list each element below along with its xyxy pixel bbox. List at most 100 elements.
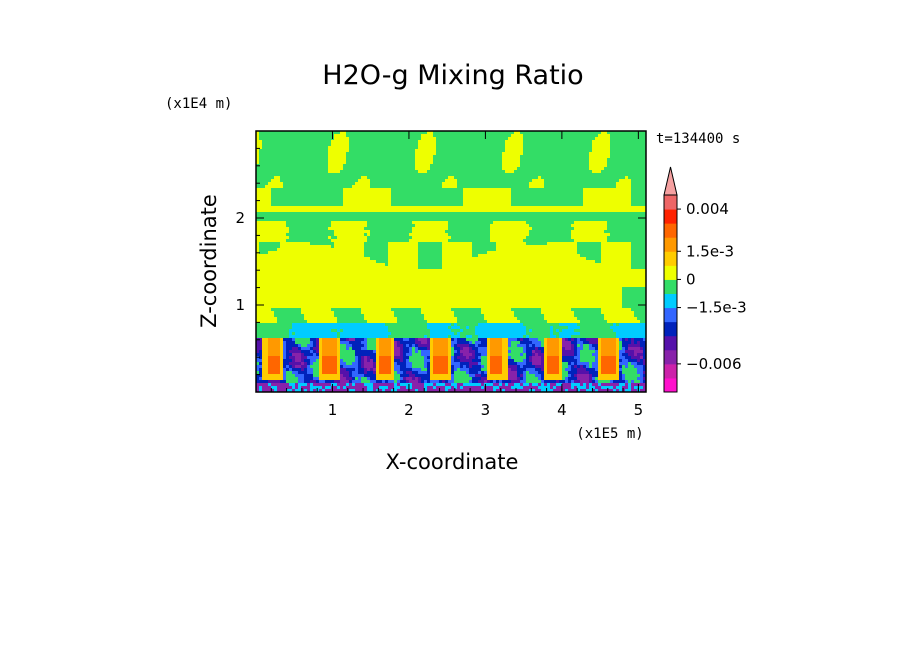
field-cell bbox=[397, 146, 401, 150]
field-cell bbox=[391, 194, 395, 198]
field-cell bbox=[289, 320, 293, 324]
field-cell bbox=[409, 203, 413, 207]
field-cell bbox=[388, 347, 392, 351]
field-cell bbox=[382, 242, 386, 246]
field-cell bbox=[382, 158, 386, 162]
field-cell bbox=[418, 164, 422, 168]
field-cell bbox=[277, 206, 281, 210]
field-cell bbox=[307, 299, 311, 303]
field-cell bbox=[301, 245, 305, 249]
field-cell bbox=[286, 224, 290, 228]
field-cell bbox=[304, 155, 308, 159]
field-cell bbox=[343, 350, 347, 354]
field-cell bbox=[391, 371, 395, 375]
field-cell bbox=[310, 191, 314, 195]
field-cell bbox=[340, 296, 344, 300]
field-cell bbox=[322, 152, 326, 156]
field-cell bbox=[367, 314, 371, 318]
field-cell bbox=[367, 239, 371, 243]
field-cell bbox=[355, 242, 359, 246]
field-cell bbox=[319, 344, 323, 348]
field-cell bbox=[376, 236, 380, 240]
field-cell bbox=[358, 353, 362, 357]
field-cell bbox=[415, 362, 419, 366]
field-cell bbox=[307, 227, 311, 231]
field-cell bbox=[361, 353, 365, 357]
field-cell bbox=[373, 344, 377, 348]
field-cell bbox=[325, 224, 329, 228]
field-cell bbox=[319, 314, 323, 318]
field-cell bbox=[355, 359, 359, 363]
field-cell bbox=[385, 143, 389, 147]
field-cell bbox=[280, 269, 284, 273]
field-cell bbox=[412, 254, 416, 258]
field-cell bbox=[343, 167, 347, 171]
field-cell bbox=[283, 353, 287, 357]
field-cell bbox=[277, 269, 281, 273]
field-cell bbox=[334, 308, 338, 312]
field-cell bbox=[364, 287, 368, 291]
field-cell bbox=[343, 194, 347, 198]
field-cell bbox=[373, 212, 377, 216]
field-cell bbox=[376, 233, 380, 237]
field-cell bbox=[364, 200, 368, 204]
field-cell bbox=[334, 323, 338, 327]
field-cell bbox=[346, 314, 350, 318]
field-cell bbox=[352, 305, 356, 309]
field-cell bbox=[337, 290, 341, 294]
field-cell bbox=[352, 236, 356, 240]
field-cell bbox=[334, 353, 338, 357]
field-cell bbox=[391, 281, 395, 285]
field-cell bbox=[274, 293, 278, 297]
field-cell bbox=[406, 149, 410, 153]
field-cell bbox=[286, 275, 290, 279]
field-cell bbox=[337, 341, 341, 345]
field-cell bbox=[295, 308, 299, 312]
field-cell bbox=[331, 347, 335, 351]
field-cell bbox=[361, 197, 365, 201]
field-cell bbox=[397, 320, 401, 324]
field-cell bbox=[310, 341, 314, 345]
field-cell bbox=[367, 344, 371, 348]
field-cell bbox=[283, 131, 287, 135]
field-cell bbox=[295, 149, 299, 153]
field-cell bbox=[274, 263, 278, 267]
field-cell bbox=[394, 383, 398, 387]
field-cell bbox=[271, 137, 275, 141]
field-cell bbox=[412, 221, 416, 225]
field-cell bbox=[382, 368, 386, 372]
field-cell bbox=[307, 383, 311, 387]
field-cell bbox=[397, 305, 401, 309]
field-cell bbox=[418, 326, 422, 330]
field-cell bbox=[361, 200, 365, 204]
field-cell bbox=[394, 374, 398, 378]
field-cell bbox=[262, 320, 266, 324]
field-cell bbox=[295, 323, 299, 327]
field-cell bbox=[418, 254, 422, 258]
field-cell bbox=[409, 188, 413, 192]
field-cell bbox=[424, 332, 428, 336]
field-cell bbox=[328, 326, 332, 330]
field-cell bbox=[364, 377, 368, 381]
field-cell bbox=[343, 254, 347, 258]
field-cell bbox=[256, 329, 260, 333]
field-cell bbox=[427, 185, 431, 189]
field-cell bbox=[331, 287, 335, 291]
field-cell bbox=[280, 356, 284, 360]
field-cell bbox=[310, 320, 314, 324]
field-cell bbox=[424, 374, 428, 378]
field-cell bbox=[424, 320, 428, 324]
field-cell bbox=[289, 281, 293, 285]
field-cell bbox=[379, 314, 383, 318]
field-cell bbox=[304, 383, 308, 387]
field-cell bbox=[310, 203, 314, 207]
field-cell bbox=[295, 245, 299, 249]
field-cell bbox=[397, 152, 401, 156]
field-cell bbox=[379, 281, 383, 285]
field-cell bbox=[346, 371, 350, 375]
field-cell bbox=[274, 278, 278, 282]
field-cell bbox=[346, 200, 350, 204]
field-cell bbox=[361, 173, 365, 177]
field-cell bbox=[421, 152, 425, 156]
field-cell bbox=[340, 176, 344, 180]
